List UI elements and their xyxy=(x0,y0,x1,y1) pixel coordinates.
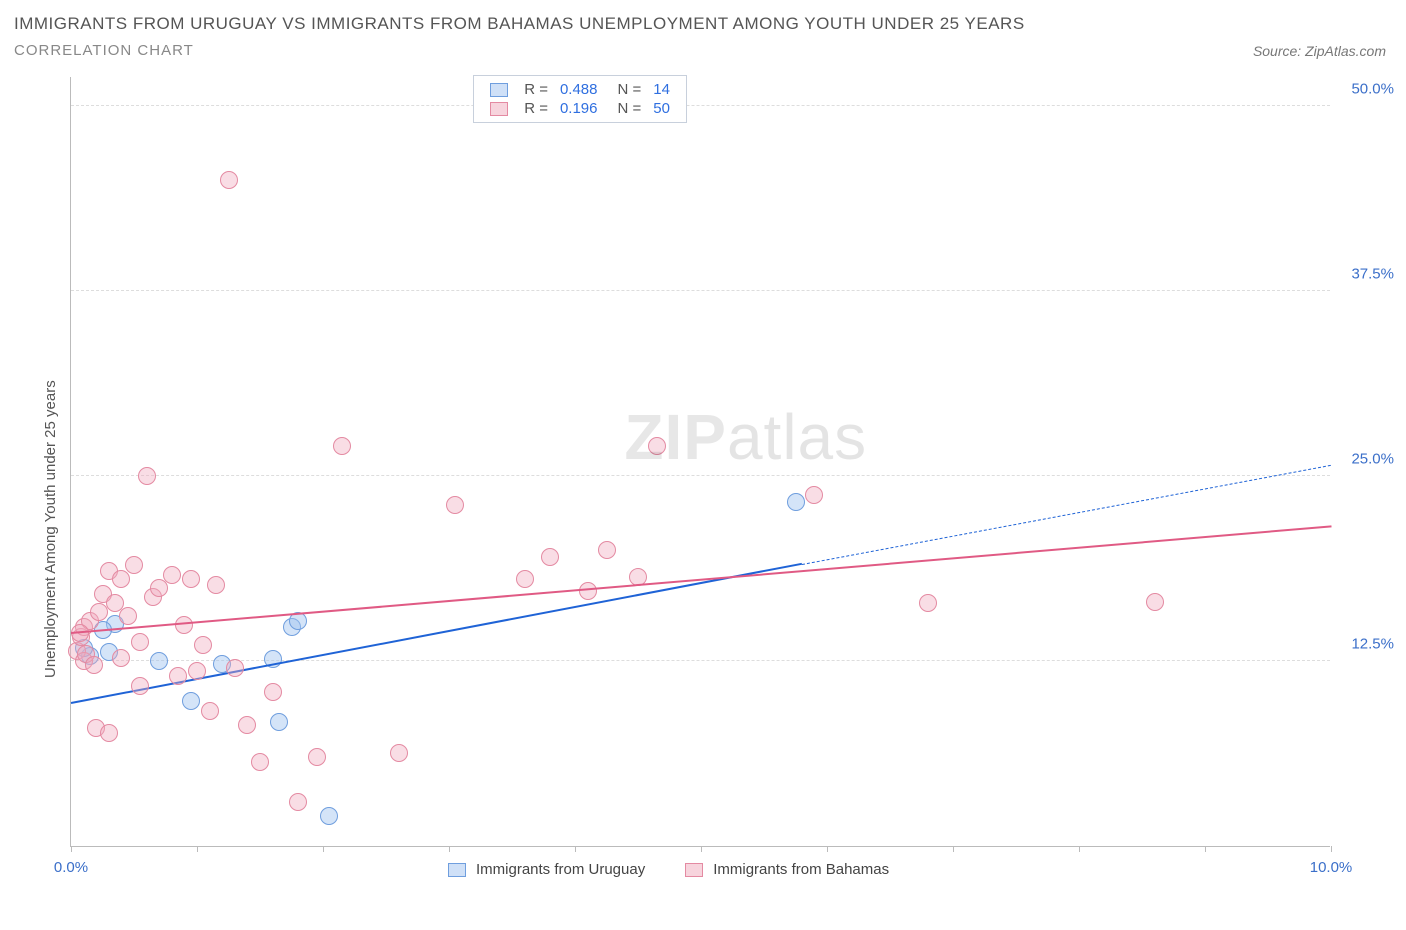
y-tick-label: 37.5% xyxy=(1334,265,1394,282)
data-point xyxy=(333,437,351,455)
data-point xyxy=(264,683,282,701)
source-attribution: Source: ZipAtlas.com xyxy=(1253,43,1386,59)
legend-item: Immigrants from Bahamas xyxy=(685,861,889,878)
data-point xyxy=(182,570,200,588)
x-tick xyxy=(71,846,72,852)
legend-label: Immigrants from Bahamas xyxy=(713,861,889,878)
x-tick-label: 10.0% xyxy=(1310,859,1353,876)
data-point xyxy=(805,486,823,504)
x-tick xyxy=(1205,846,1206,852)
legend-n-label: N = xyxy=(604,80,648,99)
data-point xyxy=(1146,593,1164,611)
legend-item: Immigrants from Uruguay xyxy=(448,861,645,878)
data-point xyxy=(289,793,307,811)
gridline xyxy=(71,475,1330,476)
data-point xyxy=(131,633,149,651)
data-point xyxy=(270,713,288,731)
data-point xyxy=(446,496,464,514)
data-point xyxy=(194,636,212,654)
data-point xyxy=(175,616,193,634)
data-point xyxy=(138,467,156,485)
y-axis-title: Unemployment Among Youth under 25 years xyxy=(42,380,59,678)
legend-r-value: 0.196 xyxy=(554,99,604,118)
y-tick-label: 12.5% xyxy=(1334,635,1394,652)
data-point xyxy=(85,656,103,674)
x-tick xyxy=(953,846,954,852)
legend-swatch xyxy=(490,83,508,97)
data-point xyxy=(598,541,616,559)
data-point xyxy=(238,716,256,734)
data-point xyxy=(90,603,108,621)
gridline xyxy=(71,290,1330,291)
data-point xyxy=(119,607,137,625)
legend-n-label: N = xyxy=(604,99,648,118)
legend-swatch xyxy=(448,863,466,877)
data-point xyxy=(251,753,269,771)
y-tick-label: 25.0% xyxy=(1334,450,1394,467)
data-point xyxy=(579,582,597,600)
data-point xyxy=(150,652,168,670)
legend-r-label: R = xyxy=(518,80,554,99)
legend-swatch xyxy=(685,863,703,877)
data-point xyxy=(220,171,238,189)
data-point xyxy=(320,807,338,825)
chart-title: IMMIGRANTS FROM URUGUAY VS IMMIGRANTS FR… xyxy=(14,14,1396,34)
data-point xyxy=(112,570,130,588)
gridline xyxy=(71,105,1330,106)
data-point xyxy=(226,659,244,677)
data-point xyxy=(308,748,326,766)
data-point xyxy=(100,724,118,742)
data-point xyxy=(188,662,206,680)
x-tick xyxy=(701,846,702,852)
chart-container: 12.5%25.0%37.5%50.0%0.0%10.0% Unemployme… xyxy=(10,67,1396,887)
data-point xyxy=(516,570,534,588)
legend-r-value: 0.488 xyxy=(554,80,604,99)
gridline xyxy=(71,660,1330,661)
plot-area: 12.5%25.0%37.5%50.0%0.0%10.0% xyxy=(70,77,1330,847)
data-point xyxy=(648,437,666,455)
x-tick xyxy=(197,846,198,852)
x-tick-label: 0.0% xyxy=(54,859,88,876)
legend-n-value: 14 xyxy=(647,80,676,99)
data-point xyxy=(112,649,130,667)
legend-swatch xyxy=(490,102,508,116)
data-point xyxy=(131,677,149,695)
legend-n-value: 50 xyxy=(647,99,676,118)
legend-r-label: R = xyxy=(518,99,554,118)
data-point xyxy=(163,566,181,584)
series-legend: Immigrants from Uruguay Immigrants from B… xyxy=(448,861,889,878)
data-point xyxy=(207,576,225,594)
x-tick xyxy=(323,846,324,852)
data-point xyxy=(787,493,805,511)
legend-label: Immigrants from Uruguay xyxy=(476,861,645,878)
data-point xyxy=(125,556,143,574)
correlation-legend: R =0.488N =14 R =0.196N =50 xyxy=(473,75,687,123)
data-point xyxy=(169,667,187,685)
source-link[interactable]: ZipAtlas.com xyxy=(1305,43,1386,59)
data-point xyxy=(182,692,200,710)
x-tick xyxy=(827,846,828,852)
data-point xyxy=(201,702,219,720)
data-point xyxy=(541,548,559,566)
chart-subtitle: CORRELATION CHART xyxy=(14,42,194,59)
x-tick xyxy=(575,846,576,852)
x-tick xyxy=(1331,846,1332,852)
y-tick-label: 50.0% xyxy=(1334,80,1394,97)
x-tick xyxy=(449,846,450,852)
data-point xyxy=(919,594,937,612)
x-tick xyxy=(1079,846,1080,852)
trend-line xyxy=(71,526,1331,635)
data-point xyxy=(390,744,408,762)
